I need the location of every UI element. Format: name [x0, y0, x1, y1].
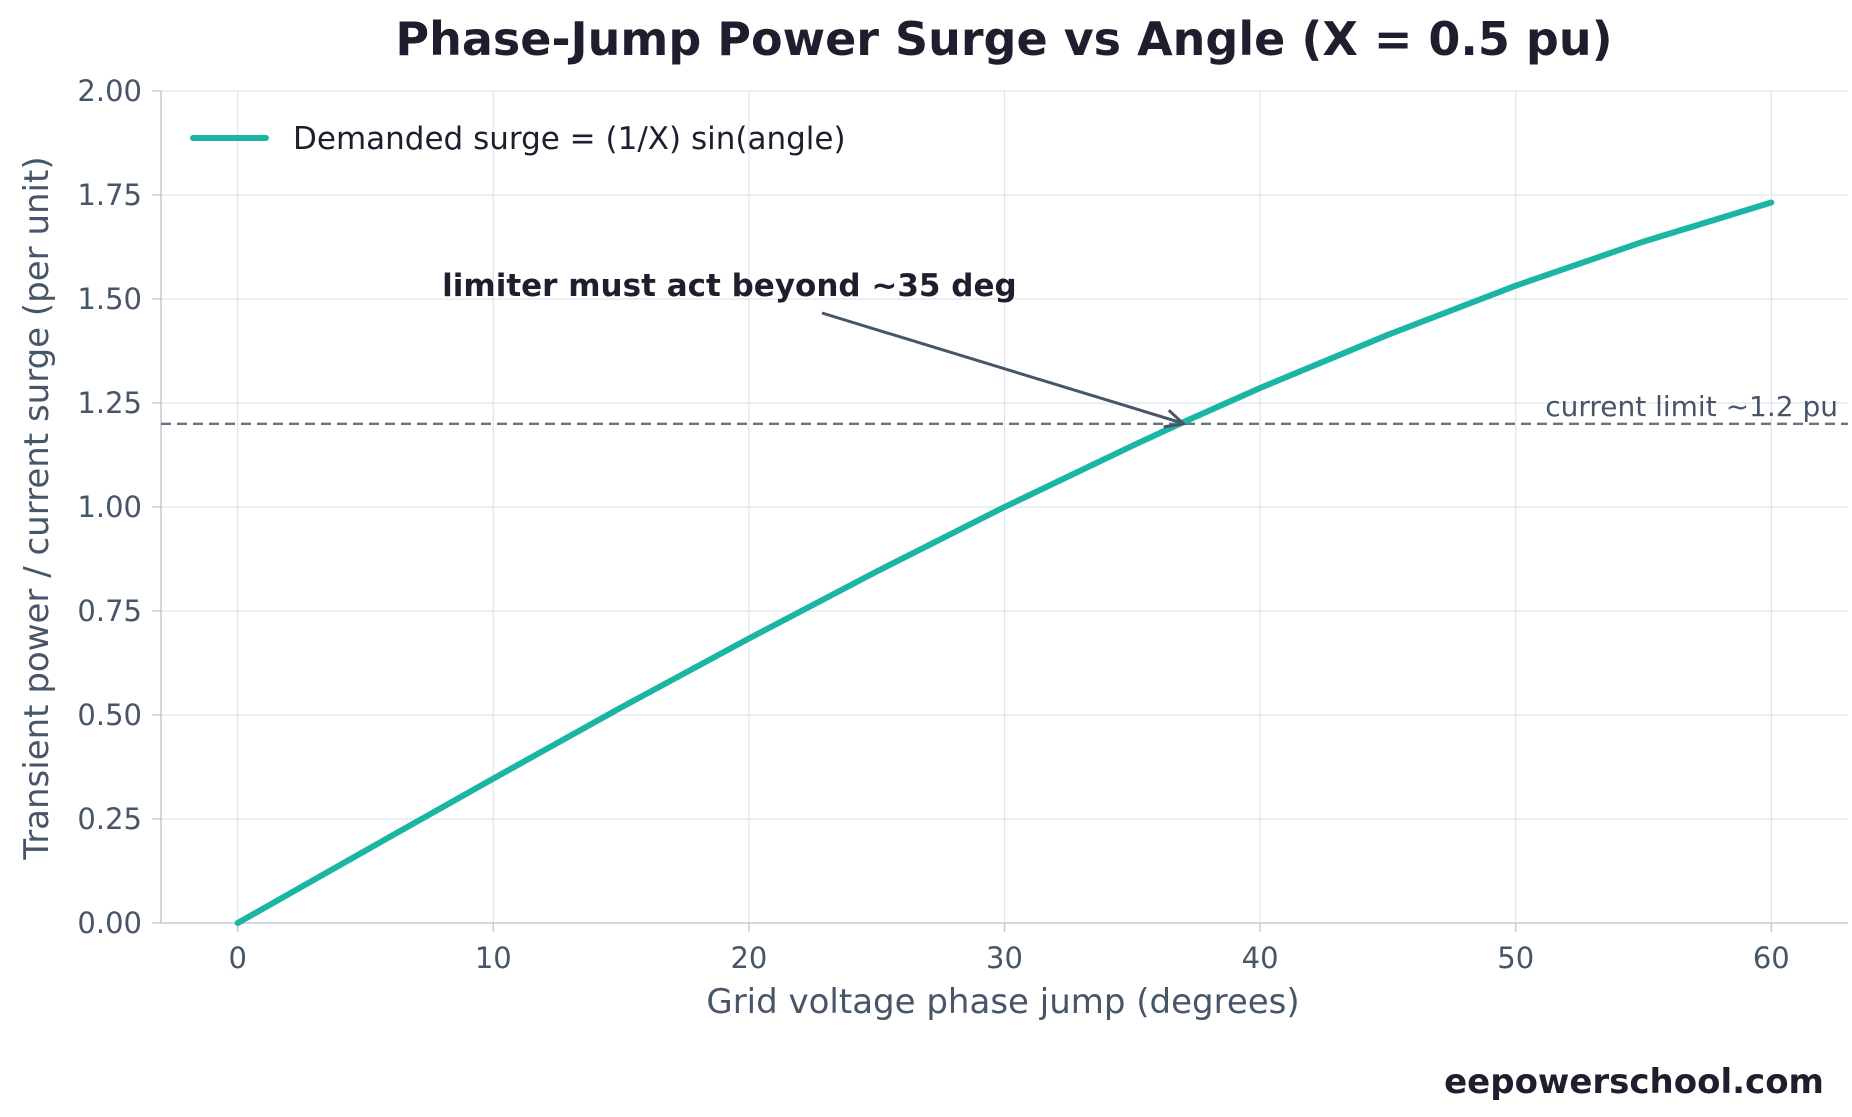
y-tick-label: 1.75	[77, 178, 142, 212]
annotation-group: limiter must act beyond ~35 deg	[442, 268, 1187, 429]
y-tick-label: 0.00	[77, 906, 142, 940]
y-tick-label: 1.50	[77, 282, 142, 316]
annotation-arrow	[821, 311, 1182, 425]
x-tick-label: 20	[730, 941, 767, 975]
x-tick-label: 30	[986, 941, 1023, 975]
x-axis-label: Grid voltage phase jump (degrees)	[706, 982, 1299, 1022]
annotation-text: limiter must act beyond ~35 deg	[442, 268, 1017, 304]
current-limit-label: current limit ~1.2 pu	[1545, 390, 1838, 423]
legend: Demanded surge = (1/X) sin(angle)	[190, 121, 846, 157]
watermark: eepowerschool.com	[1444, 1062, 1824, 1102]
annotation-arrowhead	[1163, 409, 1187, 429]
legend-label: Demanded surge = (1/X) sin(angle)	[293, 121, 846, 157]
chart-title: Phase-Jump Power Surge vs Angle (X = 0.5…	[395, 12, 1612, 66]
x-tick-label: 50	[1497, 941, 1534, 975]
y-tick-label: 0.25	[77, 802, 142, 836]
y-tick-label: 1.00	[77, 490, 142, 524]
ticks-layer: 0 10 20 30 40 50 60 0.00 0.25 0.50 0.75 1.00 1.25 1.5…	[77, 74, 1789, 975]
grid-layer	[161, 90, 1848, 924]
series-line	[234, 199, 1775, 926]
y-tick-label: 0.50	[77, 698, 142, 732]
series-group	[234, 199, 1775, 926]
y-tick-label: 1.25	[77, 386, 142, 420]
x-tick-label: 40	[1242, 941, 1279, 975]
y-tick-label: 2.00	[77, 74, 142, 108]
reference-line-group: current limit ~1.2 pu	[161, 390, 1848, 425]
x-tick-label: 60	[1753, 941, 1790, 975]
x-tick-label: 10	[475, 941, 512, 975]
y-axis-label: Transient power / current surge (per uni…	[17, 156, 57, 860]
y-tick-label: 0.75	[77, 594, 142, 628]
x-tick-label: 0	[228, 941, 246, 975]
